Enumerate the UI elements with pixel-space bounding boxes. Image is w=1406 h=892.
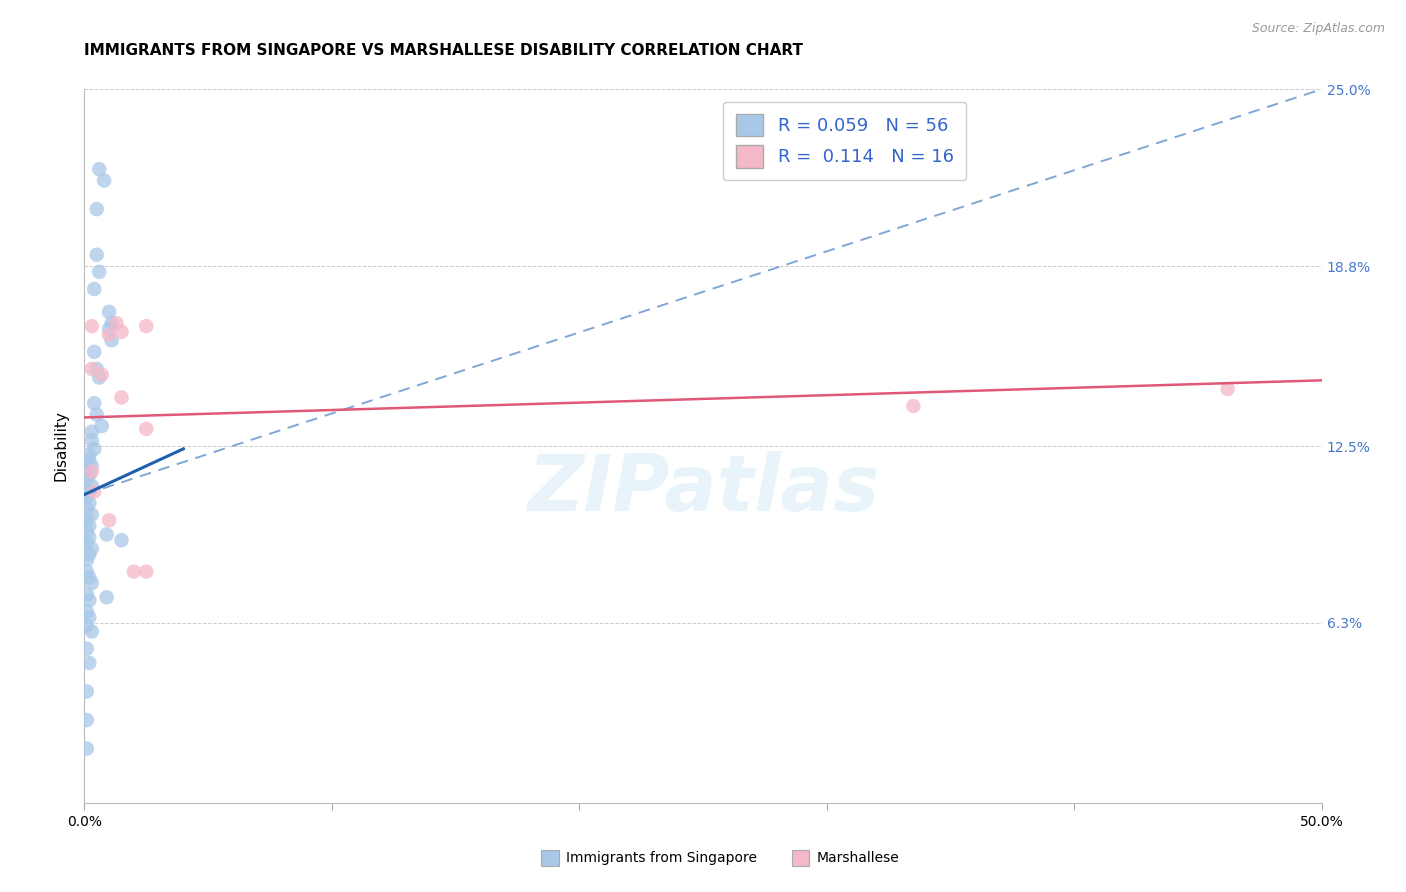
Point bbox=[76, 565, 98, 579]
Point bbox=[79, 519, 101, 533]
Point bbox=[110, 325, 132, 339]
Text: Immigrants from Singapore: Immigrants from Singapore bbox=[567, 851, 756, 865]
Point bbox=[79, 610, 101, 624]
Point bbox=[86, 248, 108, 262]
Point bbox=[76, 462, 98, 476]
Point bbox=[76, 619, 98, 633]
Point bbox=[76, 536, 98, 550]
Point bbox=[98, 513, 121, 527]
Point bbox=[76, 713, 98, 727]
Point bbox=[100, 334, 122, 348]
Point bbox=[1216, 382, 1239, 396]
Point bbox=[98, 322, 121, 336]
Point bbox=[79, 548, 101, 562]
Point bbox=[80, 576, 103, 591]
Point bbox=[80, 425, 103, 439]
Point bbox=[83, 442, 105, 456]
Text: Marshallese: Marshallese bbox=[817, 851, 898, 865]
Point bbox=[79, 530, 101, 544]
Point bbox=[79, 593, 101, 607]
Point bbox=[79, 453, 101, 467]
Point bbox=[83, 344, 105, 359]
Point bbox=[80, 434, 103, 448]
Point bbox=[90, 419, 112, 434]
Point bbox=[80, 465, 103, 479]
Point bbox=[76, 473, 98, 487]
Point bbox=[76, 641, 98, 656]
Point bbox=[80, 458, 103, 473]
Point bbox=[76, 741, 98, 756]
Point bbox=[79, 467, 101, 482]
Point bbox=[79, 484, 101, 499]
Point bbox=[76, 587, 98, 601]
Point bbox=[79, 656, 101, 670]
Point bbox=[80, 362, 103, 376]
Point bbox=[83, 396, 105, 410]
Point bbox=[76, 524, 98, 539]
Point bbox=[135, 319, 157, 334]
Point bbox=[83, 484, 105, 499]
Point bbox=[96, 591, 118, 605]
Point bbox=[83, 282, 105, 296]
Point bbox=[89, 370, 111, 384]
Point bbox=[110, 533, 132, 548]
Point bbox=[86, 408, 108, 422]
Point bbox=[89, 265, 111, 279]
Y-axis label: Disability: Disability bbox=[53, 410, 69, 482]
Point bbox=[80, 508, 103, 522]
Text: Source: ZipAtlas.com: Source: ZipAtlas.com bbox=[1251, 22, 1385, 36]
Point bbox=[135, 565, 157, 579]
Legend: R = 0.059   N = 56, R =  0.114   N = 16: R = 0.059 N = 56, R = 0.114 N = 16 bbox=[723, 102, 966, 180]
Point bbox=[79, 448, 101, 462]
Point bbox=[903, 399, 925, 413]
Point bbox=[76, 513, 98, 527]
Point bbox=[98, 305, 121, 319]
Point bbox=[80, 479, 103, 493]
Point bbox=[90, 368, 112, 382]
Point bbox=[80, 541, 103, 556]
Point bbox=[76, 501, 98, 516]
Point bbox=[93, 173, 115, 187]
Point bbox=[76, 605, 98, 619]
Point bbox=[89, 162, 111, 177]
Text: IMMIGRANTS FROM SINGAPORE VS MARSHALLESE DISABILITY CORRELATION CHART: IMMIGRANTS FROM SINGAPORE VS MARSHALLESE… bbox=[84, 43, 803, 58]
Point bbox=[86, 202, 108, 216]
Point bbox=[80, 624, 103, 639]
Point bbox=[80, 319, 103, 334]
Point bbox=[98, 327, 121, 342]
Point bbox=[79, 570, 101, 584]
Point bbox=[79, 496, 101, 510]
Point bbox=[105, 316, 128, 330]
Point bbox=[76, 491, 98, 505]
Point bbox=[110, 391, 132, 405]
Point bbox=[135, 422, 157, 436]
Point bbox=[76, 553, 98, 567]
Point bbox=[122, 565, 145, 579]
Text: ZIPatlas: ZIPatlas bbox=[527, 450, 879, 527]
Point bbox=[100, 316, 122, 330]
Point bbox=[76, 684, 98, 698]
Point bbox=[86, 362, 108, 376]
Point bbox=[96, 527, 118, 541]
